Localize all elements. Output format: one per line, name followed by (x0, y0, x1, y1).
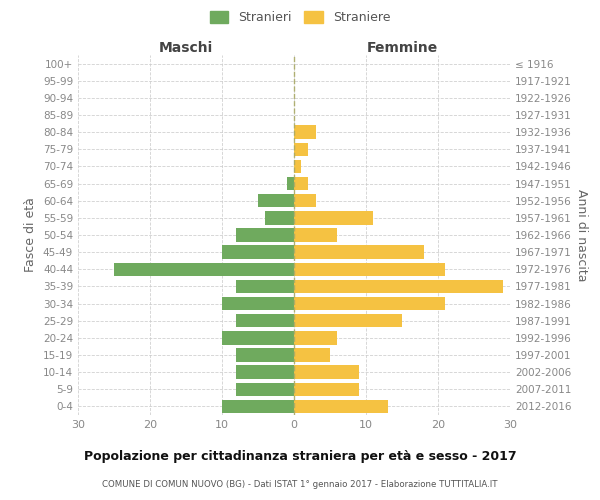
Bar (114, 262, 294, 276)
Text: Femmine: Femmine (367, 41, 437, 55)
Legend: Stranieri, Straniere: Stranieri, Straniere (205, 6, 395, 29)
Bar (294, 382, 359, 396)
Bar (294, 194, 316, 207)
Bar (294, 400, 388, 413)
Bar (294, 228, 337, 241)
Y-axis label: Fasce di età: Fasce di età (25, 198, 37, 272)
Bar (236, 382, 294, 396)
Bar (222, 331, 294, 344)
Bar (236, 366, 294, 379)
Bar (294, 366, 359, 379)
Bar (294, 246, 424, 259)
Bar (222, 297, 294, 310)
Bar (222, 400, 294, 413)
Text: Popolazione per cittadinanza straniera per età e sesso - 2017: Popolazione per cittadinanza straniera p… (83, 450, 517, 463)
Bar (294, 348, 330, 362)
Bar (294, 142, 308, 156)
Bar (222, 246, 294, 259)
Bar (294, 280, 503, 293)
Bar (294, 297, 445, 310)
Text: Maschi: Maschi (159, 41, 213, 55)
Bar (294, 160, 301, 173)
Bar (294, 331, 337, 344)
Bar (294, 177, 308, 190)
Bar (287, 177, 294, 190)
Bar (294, 262, 445, 276)
Bar (294, 314, 402, 328)
Bar (294, 211, 373, 224)
Bar (258, 194, 294, 207)
Bar (265, 211, 294, 224)
Bar (236, 348, 294, 362)
Bar (236, 314, 294, 328)
Bar (236, 280, 294, 293)
Text: COMUNE DI COMUN NUOVO (BG) - Dati ISTAT 1° gennaio 2017 - Elaborazione TUTTITALI: COMUNE DI COMUN NUOVO (BG) - Dati ISTAT … (102, 480, 498, 489)
Bar (294, 126, 316, 139)
Y-axis label: Anni di nascita: Anni di nascita (575, 188, 588, 281)
Bar (236, 228, 294, 241)
